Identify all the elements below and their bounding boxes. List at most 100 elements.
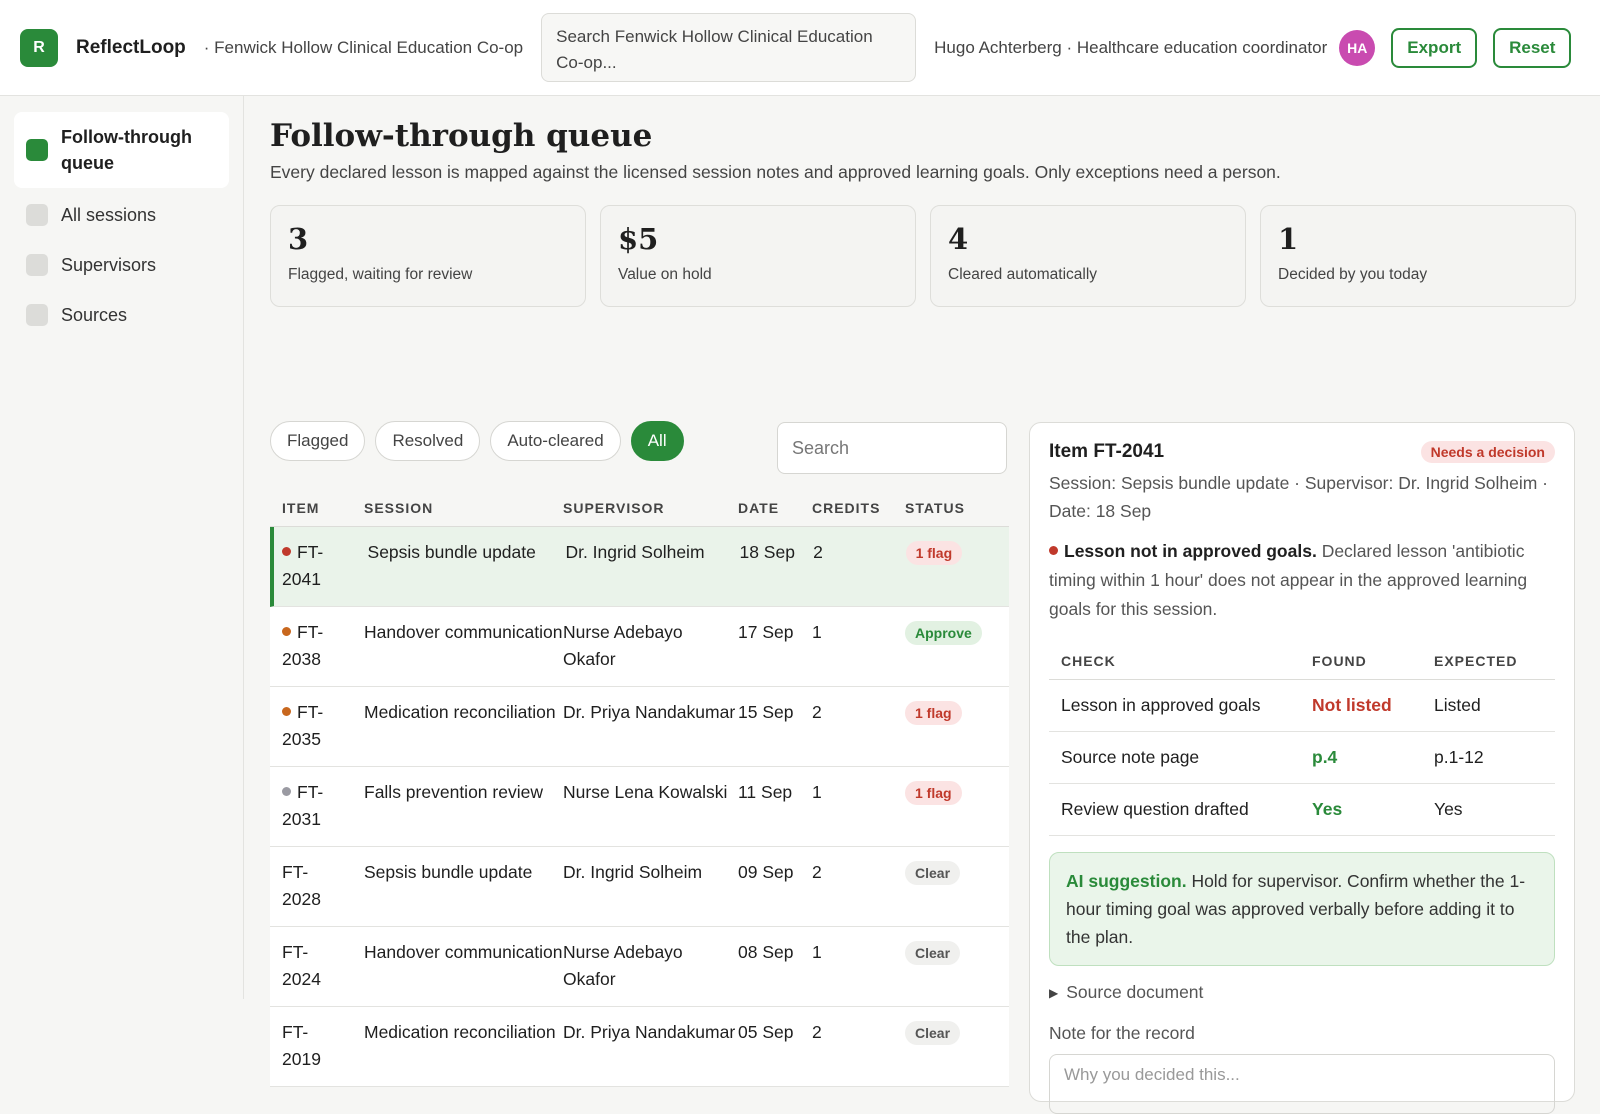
stat-card-decided: 1 Decided by you today: [1260, 205, 1576, 307]
stat-label: Cleared automatically: [948, 266, 1098, 283]
page-title: Follow-through queue: [270, 118, 653, 154]
sidebar-item-label: Follow-through queue: [61, 127, 192, 173]
row-credits: 1: [812, 782, 822, 802]
checks-header: CHECK FOUND EXPECTED: [1049, 642, 1555, 680]
sidebar-item-supervisors[interactable]: Supervisors: [14, 242, 229, 288]
status-badge: 1 flag: [905, 781, 962, 805]
check-name: Source note page: [1061, 747, 1200, 767]
stat-card-cleared: 4 Cleared automatically: [930, 205, 1246, 307]
check-name: Review question drafted: [1061, 799, 1249, 819]
row-credits: 1: [812, 942, 822, 962]
stat-card-flagged: 3 Flagged, waiting for review: [270, 205, 586, 307]
row-supervisor: Nurse Adebayo Okafor: [563, 942, 683, 989]
row-credits: 2: [813, 542, 823, 562]
checks-table: CHECK FOUND EXPECTED Lesson in approved …: [1049, 642, 1555, 836]
sidebar-item-all-sessions[interactable]: All sessions: [14, 192, 229, 238]
row-session: Medication reconciliation: [364, 1022, 556, 1042]
global-search-input[interactable]: Search Fenwick Hollow Clinical Education…: [541, 13, 917, 82]
supervisors-icon: [26, 254, 48, 276]
stat-value: 3: [288, 222, 309, 256]
check-expected: Listed: [1434, 695, 1481, 715]
row-date: 05 Sep: [738, 1022, 794, 1042]
note-input[interactable]: Why you decided this...: [1049, 1054, 1555, 1114]
row-item: FT- 2031: [270, 779, 364, 846]
row-credits: 2: [812, 702, 822, 722]
status-badge: Approve: [905, 621, 982, 645]
filter-resolved[interactable]: Resolved: [375, 421, 481, 461]
table-row[interactable]: FT- 2038 Handover communication Nurse Ade…: [270, 607, 1009, 687]
check-row: Lesson in approved goals Not listed List…: [1049, 680, 1555, 732]
row-credits: 1: [812, 622, 822, 642]
detail-panel: Item FT-2041 Needs a decision Session: S…: [1029, 422, 1575, 1114]
table-row[interactable]: FT- 2041 Sepsis bundle update Dr. Ingrid …: [270, 527, 1009, 607]
sidebar-item-sources[interactable]: Sources: [14, 292, 229, 338]
filter-all[interactable]: All: [630, 421, 684, 461]
brand-name: ReflectLoop: [76, 36, 186, 58]
status-dot-icon: [282, 706, 291, 716]
table-header: ITEM SESSION SUPERVISOR DATE CREDITS STA…: [270, 489, 1009, 527]
table-row[interactable]: FT- 2035 Medication reconciliation Dr. Pr…: [270, 687, 1009, 767]
col-session: SESSION: [364, 499, 434, 516]
note-label: Note for the record: [1049, 1023, 1195, 1043]
row-supervisor: Dr. Priya Nandakumar: [563, 702, 736, 722]
row-date: 15 Sep: [738, 702, 794, 722]
check-found: p.4: [1312, 747, 1338, 767]
row-item-id: FT- 2041: [282, 542, 324, 589]
row-session: Sepsis bundle update: [367, 542, 536, 562]
sidebar-item-label: Supervisors: [61, 254, 157, 275]
check-found: Yes: [1312, 799, 1343, 819]
row-item-id: FT- 2031: [282, 782, 324, 829]
row-date: 18 Sep: [739, 542, 795, 562]
table-search-input[interactable]: Search: [777, 422, 1007, 474]
col-credits: CREDITS: [812, 499, 881, 516]
filter-flagged[interactable]: Flagged: [270, 421, 366, 461]
table-row[interactable]: FT- 2024 Handover communication Nurse Ade…: [270, 927, 1009, 1007]
finding-title: Lesson not in approved goals.: [1064, 541, 1317, 561]
sidebar-item-follow-through[interactable]: Follow-through queue: [14, 112, 229, 188]
follow-through-icon: [26, 139, 48, 161]
stat-card-value-on-hold: $5 Value on hold: [600, 205, 916, 307]
row-item-id: FT- 2019: [282, 1022, 321, 1069]
stat-value: $5: [618, 222, 659, 256]
row-supervisor: Dr. Priya Nandakumar: [563, 1022, 736, 1042]
row-status: 1 flag: [905, 699, 1009, 766]
status-badge: Clear: [905, 941, 961, 965]
row-date: 17 Sep: [738, 622, 794, 642]
flag-dot-icon: [1049, 545, 1058, 555]
app-logo: R: [20, 28, 58, 67]
stat-value: 4: [948, 222, 969, 256]
row-supervisor: Nurse Lena Kowalski: [563, 782, 728, 802]
page-subtitle: Every declared lesson is mapped against …: [270, 162, 1281, 182]
check-expected: p.1-12: [1434, 747, 1484, 767]
col-status: STATUS: [905, 499, 965, 516]
sidebar-item-label: All sessions: [61, 204, 157, 225]
source-document-toggle[interactable]: ▶ Source document: [1049, 982, 1555, 1003]
row-item: FT- 2019: [270, 1019, 364, 1086]
filter-auto-cleared[interactable]: Auto-cleared: [490, 421, 621, 461]
main-content: Follow-through queue Every declared less…: [270, 96, 1580, 1114]
row-date: 11 Sep: [738, 782, 793, 802]
sidebar-item-label: Sources: [61, 304, 128, 325]
check-name: Lesson in approved goals: [1061, 695, 1261, 715]
table-row[interactable]: FT- 2031 Falls prevention review Nurse Le…: [270, 767, 1009, 847]
table-row[interactable]: FT- 2019 Medication reconciliation Dr. Pr…: [270, 1007, 1009, 1087]
export-button[interactable]: Export: [1391, 27, 1478, 68]
row-status: Clear: [905, 1019, 1009, 1086]
row-item: FT- 2028: [270, 859, 364, 926]
avatar[interactable]: HA: [1339, 29, 1376, 66]
ai-suggestion: AI suggestion. Hold for supervisor. Conf…: [1049, 852, 1555, 966]
row-item-id: FT- 2024: [282, 942, 321, 989]
stat-value: 1: [1278, 222, 1299, 256]
row-item: FT- 2041: [274, 539, 368, 606]
col-check: CHECK: [1061, 652, 1116, 669]
row-item-id: FT- 2028: [282, 862, 321, 909]
status-badge: Needs a decision: [1420, 441, 1555, 463]
reset-button[interactable]: Reset: [1493, 27, 1572, 68]
status-dot-icon: [282, 626, 291, 636]
ai-suggestion-title: AI suggestion.: [1066, 871, 1187, 891]
row-session: Handover communication: [364, 622, 563, 642]
source-document-label: Source document: [1066, 982, 1204, 1002]
col-found: FOUND: [1312, 652, 1367, 669]
queue-table: ITEM SESSION SUPERVISOR DATE CREDITS STA…: [270, 489, 1009, 1087]
table-row[interactable]: FT- 2028 Sepsis bundle update Dr. Ingrid …: [270, 847, 1009, 927]
